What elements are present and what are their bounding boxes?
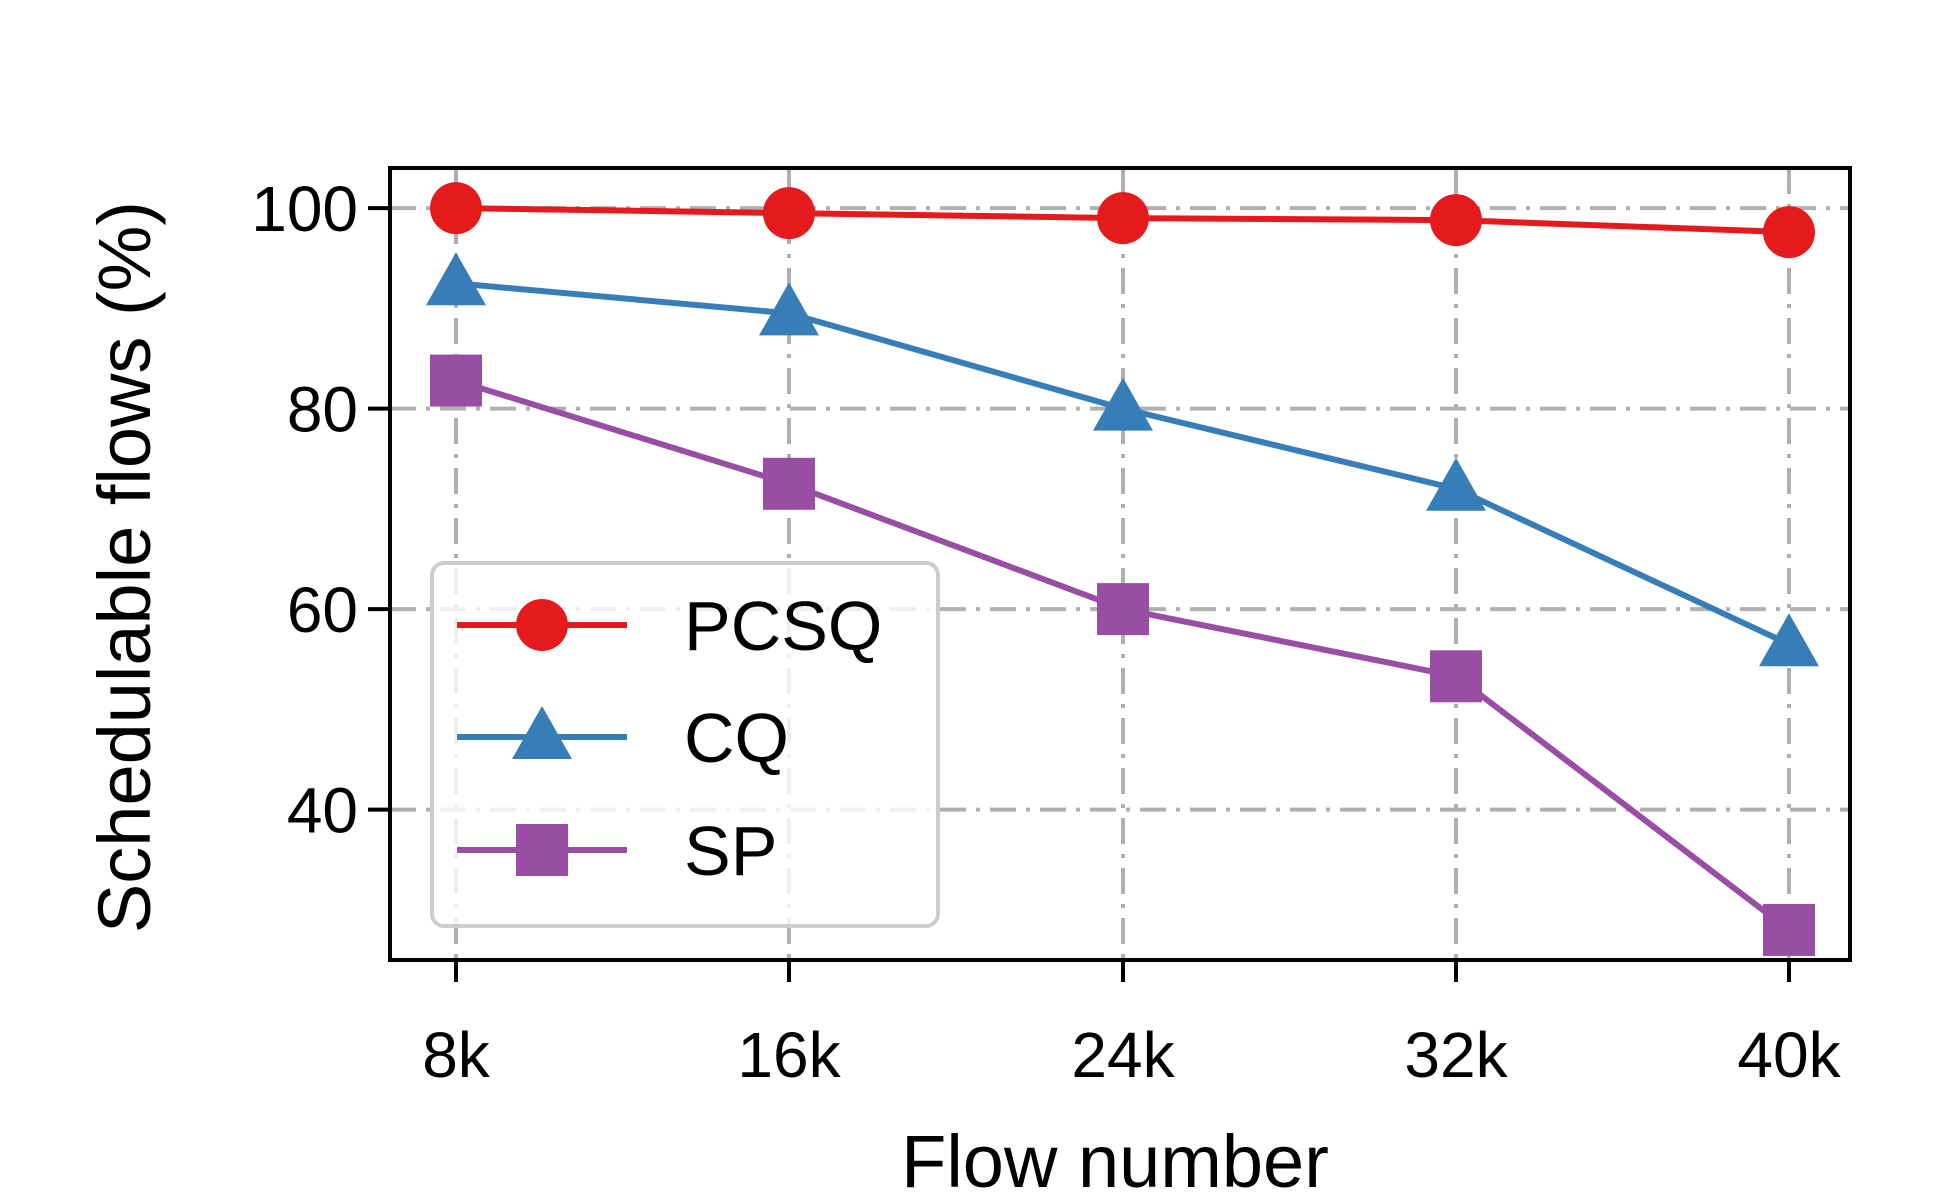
- series-pcsq: [430, 182, 1815, 259]
- legend-label-cq: CQ: [684, 699, 789, 777]
- x-axis: 8k 16k 24k 32k 40k: [422, 960, 1842, 1091]
- x-tick-label: 32k: [1404, 1019, 1508, 1091]
- data-point-cq: [759, 282, 819, 336]
- data-point-sp: [1430, 650, 1482, 703]
- y-tick-label: 100: [251, 173, 358, 245]
- data-point-sp: [430, 354, 482, 407]
- data-point-sp: [1097, 583, 1149, 636]
- data-point-pcsq: [763, 187, 815, 240]
- x-tick-label: 16k: [737, 1019, 841, 1091]
- legend-item-sp: SP: [457, 812, 777, 890]
- y-axis: 40 60 80 100: [251, 173, 390, 847]
- y-tick-label: 60: [287, 574, 358, 646]
- x-tick-label: 40k: [1737, 1019, 1841, 1091]
- data-point-cq: [1759, 613, 1819, 667]
- x-tick-label: 8k: [422, 1019, 491, 1091]
- legend: PCSQ CQ SP: [430, 561, 940, 928]
- data-point-sp: [1763, 903, 1815, 956]
- data-point-cq: [1093, 377, 1153, 431]
- data-point-pcsq: [1097, 192, 1149, 245]
- series-layer: [426, 182, 1819, 956]
- y-axis-label: Schedulable flows (%): [83, 201, 166, 933]
- x-tick-label: 24k: [1071, 1019, 1175, 1091]
- legend-label-pcsq: PCSQ: [684, 587, 882, 665]
- y-tick-label: 40: [287, 775, 358, 847]
- data-point-sp: [763, 457, 815, 510]
- legend-label-sp: SP: [684, 812, 777, 890]
- x-axis-label: Flow number: [901, 1120, 1329, 1198]
- legend-marker-sp: [516, 824, 568, 876]
- data-point-pcsq: [430, 182, 482, 235]
- data-point-cq: [1426, 457, 1486, 511]
- y-tick-label: 80: [287, 374, 358, 446]
- plot-frame: [388, 166, 1852, 962]
- series-sp: [430, 354, 1815, 956]
- series-cq: [426, 252, 1819, 667]
- data-point-pcsq: [1430, 194, 1482, 247]
- legend-item-pcsq: PCSQ: [457, 587, 882, 665]
- legend-marker-pcsq: [516, 599, 568, 651]
- legend-marker-cq: [512, 706, 572, 759]
- legend-item-cq: CQ: [457, 699, 789, 777]
- data-point-cq: [426, 252, 486, 306]
- data-point-pcsq: [1763, 206, 1815, 259]
